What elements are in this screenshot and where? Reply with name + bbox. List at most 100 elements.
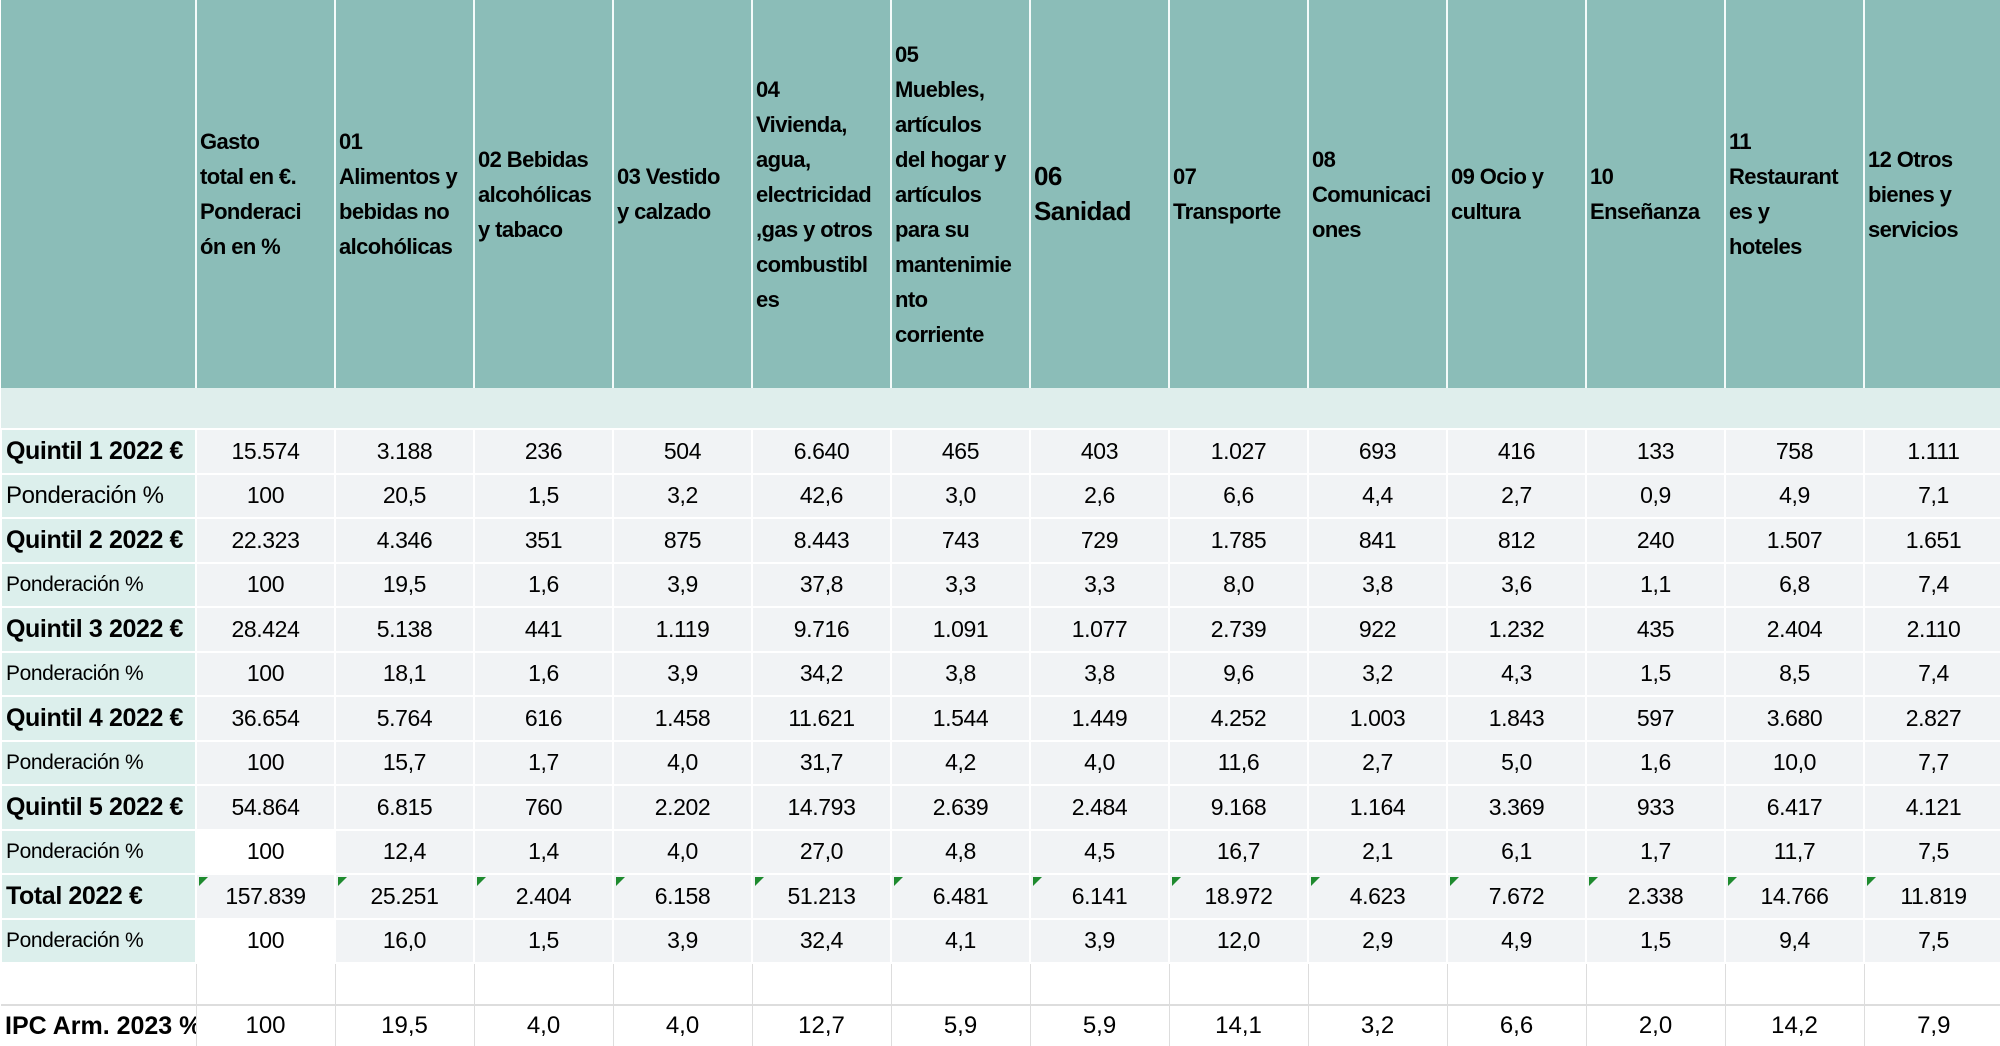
table-cell[interactable]: 1.003 bbox=[1307, 695, 1448, 742]
table-cell[interactable]: 6,8 bbox=[1724, 561, 1865, 608]
table-cell[interactable]: 2,7 bbox=[1446, 472, 1587, 519]
table-cell[interactable]: 5,9 bbox=[890, 1005, 1030, 1046]
empty-cell[interactable] bbox=[612, 963, 752, 1006]
table-cell[interactable]: 18,1 bbox=[334, 650, 475, 697]
empty-cell[interactable] bbox=[1307, 963, 1447, 1006]
table-cell[interactable]: 4,2 bbox=[890, 739, 1031, 786]
error-flag-icon[interactable] bbox=[894, 877, 903, 886]
table-cell[interactable]: 2.338 bbox=[1585, 873, 1726, 920]
table-cell[interactable]: 1.449 bbox=[1029, 695, 1170, 742]
table-cell[interactable]: 2,0 bbox=[1585, 1005, 1725, 1046]
table-cell[interactable]: 16,7 bbox=[1168, 828, 1309, 875]
table-cell[interactable]: 6.815 bbox=[334, 784, 475, 831]
table-cell[interactable]: 9,6 bbox=[1168, 650, 1309, 697]
table-cell[interactable]: 1.077 bbox=[1029, 606, 1170, 653]
table-cell[interactable]: 1.458 bbox=[612, 695, 753, 742]
empty-cell[interactable] bbox=[473, 963, 613, 1006]
table-cell[interactable]: 743 bbox=[890, 517, 1031, 564]
table-cell[interactable]: 236 bbox=[473, 428, 614, 475]
table-cell[interactable]: 0,9 bbox=[1585, 472, 1726, 519]
table-cell[interactable]: 3,9 bbox=[1029, 917, 1170, 964]
table-cell[interactable]: 36.654 bbox=[195, 695, 336, 742]
table-cell[interactable]: 4,4 bbox=[1307, 472, 1448, 519]
empty-cell[interactable] bbox=[1168, 963, 1308, 1006]
table-cell[interactable]: 18.972 bbox=[1168, 873, 1309, 920]
table-cell[interactable]: 37,8 bbox=[751, 561, 892, 608]
table-cell[interactable]: 875 bbox=[612, 517, 753, 564]
table-cell[interactable]: 54.864 bbox=[195, 784, 336, 831]
table-cell[interactable]: 25.251 bbox=[334, 873, 475, 920]
table-cell[interactable]: 6.141 bbox=[1029, 873, 1170, 920]
table-cell[interactable]: 403 bbox=[1029, 428, 1170, 475]
table-cell[interactable]: 4.252 bbox=[1168, 695, 1309, 742]
table-cell[interactable]: 2.404 bbox=[1724, 606, 1865, 653]
table-cell[interactable]: 4.346 bbox=[334, 517, 475, 564]
table-cell[interactable]: 3,3 bbox=[890, 561, 1031, 608]
table-cell[interactable]: 3,9 bbox=[612, 561, 753, 608]
table-cell[interactable]: 2.202 bbox=[612, 784, 753, 831]
table-cell[interactable]: 1,7 bbox=[473, 739, 614, 786]
error-flag-icon[interactable] bbox=[1589, 877, 1598, 886]
table-cell[interactable]: 22.323 bbox=[195, 517, 336, 564]
table-cell[interactable]: 693 bbox=[1307, 428, 1448, 475]
table-cell[interactable]: 4,0 bbox=[612, 1005, 752, 1046]
table-cell[interactable]: 100 bbox=[195, 739, 336, 786]
table-cell[interactable]: 12,0 bbox=[1168, 917, 1309, 964]
table-cell[interactable]: 4,9 bbox=[1446, 917, 1587, 964]
table-cell[interactable]: 1.164 bbox=[1307, 784, 1448, 831]
table-cell[interactable]: 7,7 bbox=[1863, 739, 2000, 786]
table-cell[interactable]: 4,1 bbox=[890, 917, 1031, 964]
table-cell[interactable]: 2.404 bbox=[473, 873, 614, 920]
table-cell[interactable]: 2.739 bbox=[1168, 606, 1309, 653]
table-cell[interactable]: 7,9 bbox=[1863, 1005, 2000, 1046]
table-cell[interactable]: 441 bbox=[473, 606, 614, 653]
table-cell[interactable]: 6,1 bbox=[1446, 828, 1587, 875]
table-cell[interactable]: 6.640 bbox=[751, 428, 892, 475]
empty-cell[interactable] bbox=[1863, 963, 2000, 1006]
table-cell[interactable]: 1,5 bbox=[1585, 917, 1726, 964]
table-cell[interactable]: 4,0 bbox=[473, 1005, 613, 1046]
table-cell[interactable]: 6,6 bbox=[1446, 1005, 1586, 1046]
table-cell[interactable]: 4,3 bbox=[1446, 650, 1587, 697]
table-cell[interactable]: 4,0 bbox=[612, 828, 753, 875]
table-cell[interactable]: 1,1 bbox=[1585, 561, 1726, 608]
table-cell[interactable]: 3,8 bbox=[1307, 561, 1448, 608]
table-cell[interactable]: 4,0 bbox=[1029, 739, 1170, 786]
table-cell[interactable]: 34,2 bbox=[751, 650, 892, 697]
table-cell[interactable]: 3,6 bbox=[1446, 561, 1587, 608]
table-cell[interactable]: 3,9 bbox=[612, 917, 753, 964]
table-cell[interactable]: 7,5 bbox=[1863, 828, 2000, 875]
error-flag-icon[interactable] bbox=[616, 877, 625, 886]
table-cell[interactable]: 3,8 bbox=[890, 650, 1031, 697]
table-cell[interactable]: 616 bbox=[473, 695, 614, 742]
table-cell[interactable]: 1.232 bbox=[1446, 606, 1587, 653]
table-cell[interactable]: 11.621 bbox=[751, 695, 892, 742]
table-cell[interactable]: 3,8 bbox=[1029, 650, 1170, 697]
table-cell[interactable]: 3.680 bbox=[1724, 695, 1865, 742]
table-cell[interactable]: 100 bbox=[195, 650, 336, 697]
table-cell[interactable]: 729 bbox=[1029, 517, 1170, 564]
table-cell[interactable]: 812 bbox=[1446, 517, 1587, 564]
table-cell[interactable]: 465 bbox=[890, 428, 1031, 475]
table-cell[interactable]: 7.672 bbox=[1446, 873, 1587, 920]
table-cell[interactable]: 19,5 bbox=[334, 1005, 474, 1046]
error-flag-icon[interactable] bbox=[477, 877, 486, 886]
table-cell[interactable]: 14.766 bbox=[1724, 873, 1865, 920]
error-flag-icon[interactable] bbox=[1033, 877, 1042, 886]
table-cell[interactable]: 3,3 bbox=[1029, 561, 1170, 608]
table-cell[interactable]: 4.623 bbox=[1307, 873, 1448, 920]
table-cell[interactable]: 100 bbox=[195, 472, 336, 519]
table-cell[interactable]: 758 bbox=[1724, 428, 1865, 475]
table-cell[interactable]: 1.111 bbox=[1863, 428, 2000, 475]
table-cell[interactable]: 27,0 bbox=[751, 828, 892, 875]
table-cell[interactable]: 597 bbox=[1585, 695, 1726, 742]
table-cell[interactable]: 2.110 bbox=[1863, 606, 2000, 653]
table-cell[interactable]: 3,0 bbox=[890, 472, 1031, 519]
error-flag-icon[interactable] bbox=[338, 877, 347, 886]
error-flag-icon[interactable] bbox=[1311, 877, 1320, 886]
empty-cell[interactable] bbox=[1585, 963, 1725, 1006]
table-cell[interactable]: 51.213 bbox=[751, 873, 892, 920]
table-cell[interactable]: 31,7 bbox=[751, 739, 892, 786]
table-cell[interactable]: 8,5 bbox=[1724, 650, 1865, 697]
table-cell[interactable]: 14,1 bbox=[1168, 1005, 1308, 1046]
